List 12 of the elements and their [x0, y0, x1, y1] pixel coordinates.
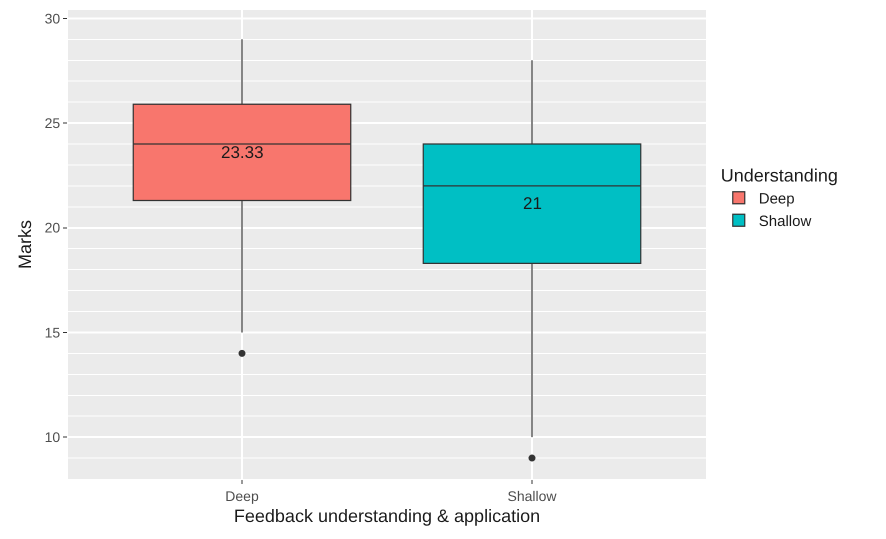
legend-label: Shallow: [758, 213, 812, 230]
y-tick-label: 30: [44, 10, 60, 26]
legend-label: Deep: [758, 190, 795, 208]
y-tick-label: 20: [44, 220, 60, 236]
y-tick-label: 15: [44, 324, 60, 340]
y-tick-label: 10: [44, 429, 60, 446]
x-axis-title: Feedback understanding & application: [234, 506, 540, 526]
y-tick-label: 25: [44, 114, 60, 131]
legend-title: Understanding: [720, 166, 838, 186]
y-axis-title: Marks: [14, 220, 35, 269]
annotation: 23.33: [221, 143, 264, 162]
annotation: 21: [523, 194, 542, 213]
